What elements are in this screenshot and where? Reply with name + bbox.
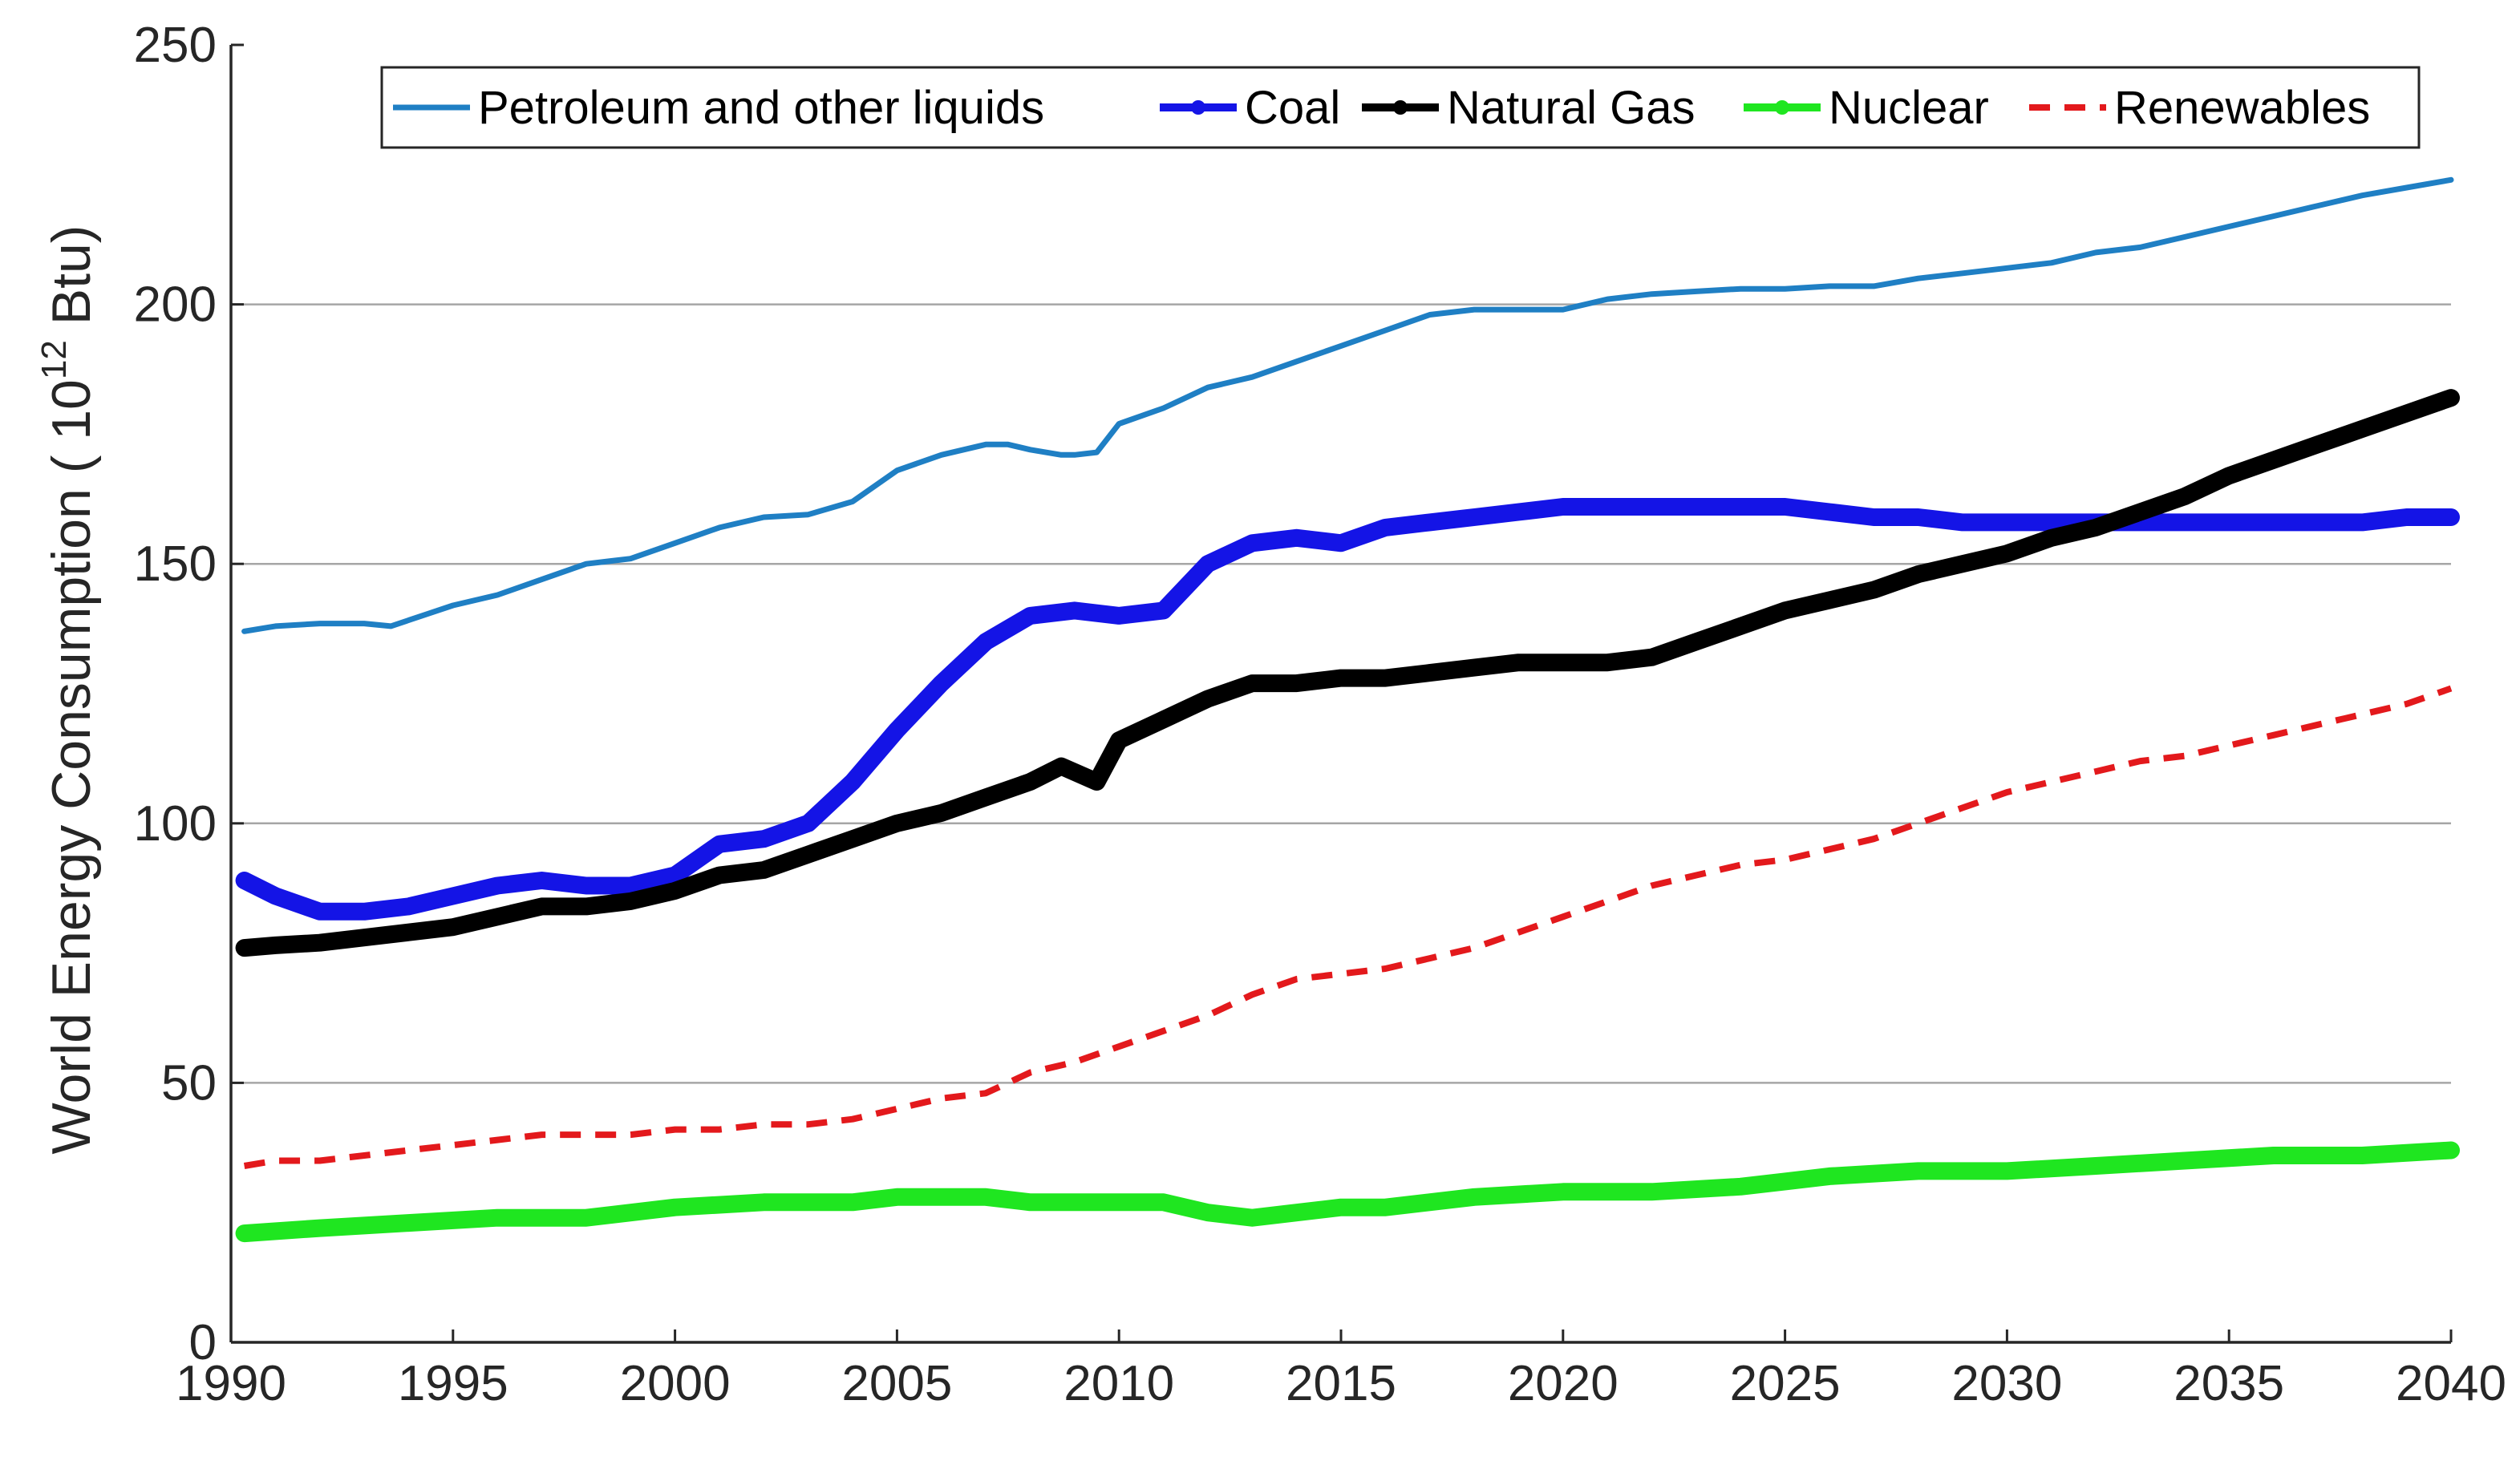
y-axis-title: World Energy Consumption ( 1012 Btu): [34, 225, 102, 1155]
legend-marker-coal: [1191, 100, 1205, 115]
legend-label-coal: Coal: [1245, 82, 1340, 134]
x-tick-label-2025: 2025: [1730, 1356, 1841, 1411]
axes: [229, 43, 2453, 1344]
series-line-renewables: [243, 685, 2453, 1169]
y-tick-label-50: 50: [161, 1055, 217, 1111]
legend-marker-nuclear: [1775, 100, 1789, 115]
y-tick-label-100: 100: [134, 796, 217, 852]
y-tick-label-200: 200: [134, 277, 217, 333]
legend-label-renewables: Renewables: [2114, 82, 2370, 134]
x-tick-label-1995: 1995: [398, 1356, 508, 1411]
y-axis-title-superscript: 12: [34, 340, 74, 379]
y-axis-title-main: World Energy Consumption ( 10: [41, 379, 102, 1154]
series-line-nuclear: [235, 1141, 2460, 1243]
legend-label-nuclear: Nuclear: [1829, 82, 1989, 134]
x-tick-label-2005: 2005: [841, 1356, 952, 1411]
y-tick-label-0: 0: [189, 1315, 217, 1370]
series-line-petroleum-and-other-liquids: [241, 176, 2454, 634]
x-tick-label-2035: 2035: [2174, 1356, 2284, 1411]
series-lines: [235, 176, 2460, 1243]
series-line-natural-gas: [235, 389, 2460, 957]
x-tick-label-2020: 2020: [1508, 1356, 1619, 1411]
legend-label-natural-gas: Natural Gas: [1447, 82, 1695, 134]
x-tick-label-2000: 2000: [620, 1356, 731, 1411]
x-tick-label-2030: 2030: [1951, 1356, 2062, 1411]
y-axis-title-unit: Btu): [41, 225, 102, 341]
x-tick-label-1990: 1990: [176, 1356, 286, 1411]
grid-lines: [231, 303, 2451, 1084]
x-tick-label-2040: 2040: [2396, 1356, 2506, 1411]
x-tick-label-2010: 2010: [1064, 1356, 1174, 1411]
legend-label-petroleum-and-other-liquids: Petroleum and other liquids: [478, 82, 1044, 134]
tick-labels: 0 50 100 150 200 250 1990 1995 2000 2005 2010 2015 2…: [134, 18, 2506, 1411]
y-tick-label-250: 250: [134, 18, 217, 73]
legend-marker-natural-gas: [1393, 100, 1408, 115]
y-tick-label-150: 150: [134, 536, 217, 592]
x-tick-label-2015: 2015: [1286, 1356, 1396, 1411]
legend: Petroleum and other liquids Coal Natural G…: [380, 66, 2421, 149]
